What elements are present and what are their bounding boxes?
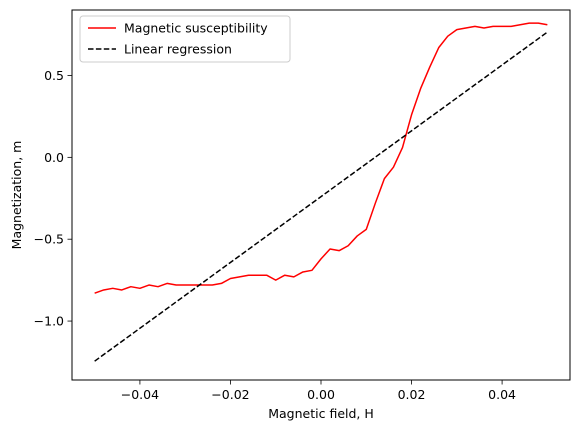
series-layer [94, 22, 548, 362]
plot-area [72, 10, 570, 380]
y-axis-label: Magnetization, m [9, 141, 24, 250]
x-tick-label: −0.02 [211, 387, 249, 402]
x-tick-label: 0.00 [307, 387, 335, 402]
series-line-regression [94, 31, 548, 362]
y-tick-label: −0.5 [34, 232, 64, 247]
y-tick-label: 0.0 [44, 150, 64, 165]
ticks-layer: −0.04 −0.02 0.00 0.02 0.04 −1.0 −0.5 0.0 0.5 [34, 68, 516, 402]
y-tick-label: −1.0 [34, 314, 64, 329]
x-tick-label: 0.04 [488, 387, 516, 402]
y-tick-label: 0.5 [44, 68, 64, 83]
legend-label-susceptibility: Magnetic susceptibility [124, 21, 268, 36]
x-tick-label: −0.04 [121, 387, 159, 402]
series-line-susceptibility [94, 22, 548, 294]
legend: Magnetic susceptibility Linear regressio… [79, 15, 291, 63]
legend-label-regression: Linear regression [124, 42, 232, 57]
x-tick-label: 0.02 [398, 387, 426, 402]
x-axis-label: Magnetic field, H [268, 406, 374, 421]
legend-box [79, 15, 291, 63]
plot-frame [71, 9, 571, 381]
